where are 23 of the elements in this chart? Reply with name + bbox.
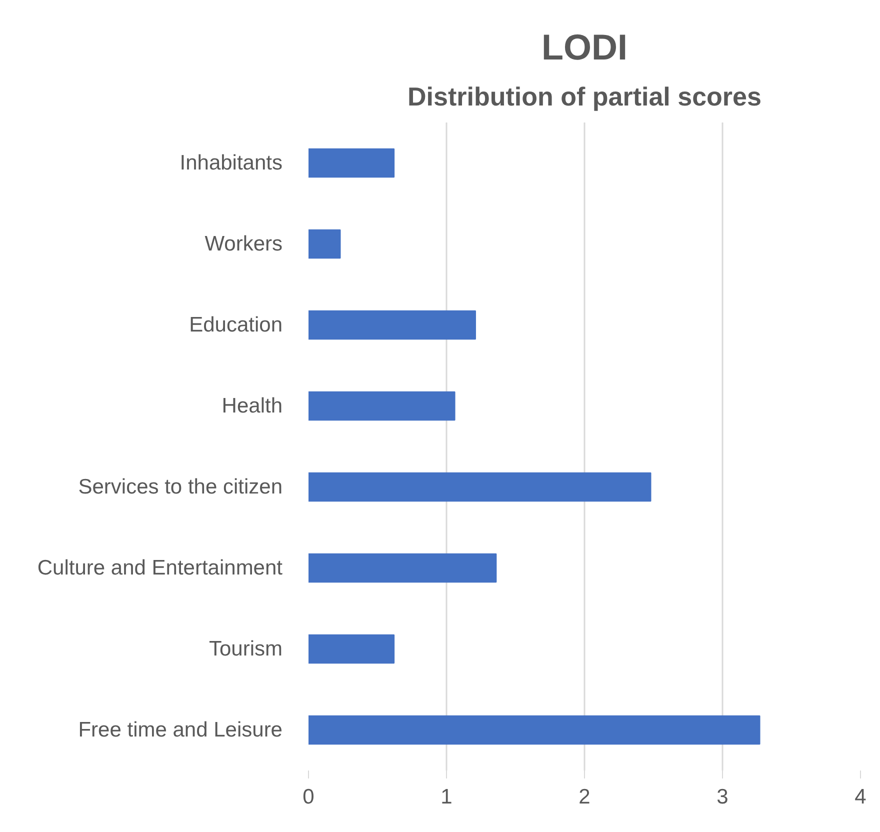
bar	[308, 148, 395, 178]
bar	[308, 229, 341, 259]
x-tick-label: 0	[302, 786, 314, 808]
x-tick-label: 4	[854, 786, 867, 808]
bar	[308, 634, 395, 664]
bar	[308, 553, 497, 583]
bar	[308, 472, 652, 502]
x-tick-label: 1	[440, 786, 452, 808]
bar	[308, 391, 456, 421]
y-tick-label: Culture and Entertainment	[37, 556, 283, 580]
y-tick-label: Workers	[204, 232, 283, 256]
bar	[308, 715, 760, 745]
y-tick-label: Services to the citizen	[78, 476, 283, 498]
chart-title: LODI	[542, 26, 628, 68]
x-tick-label: 2	[578, 786, 590, 808]
chart-subtitle: Distribution of partial scores	[408, 82, 762, 112]
y-tick-label: Free time and Leisure	[78, 718, 283, 742]
bar	[308, 310, 476, 340]
x-tick-label: 3	[716, 786, 728, 808]
y-tick-label: Inhabitants	[180, 152, 283, 174]
y-tick-label: Tourism	[208, 638, 283, 660]
y-tick-label: Health	[222, 394, 282, 418]
y-tick-label: Education	[189, 314, 283, 336]
